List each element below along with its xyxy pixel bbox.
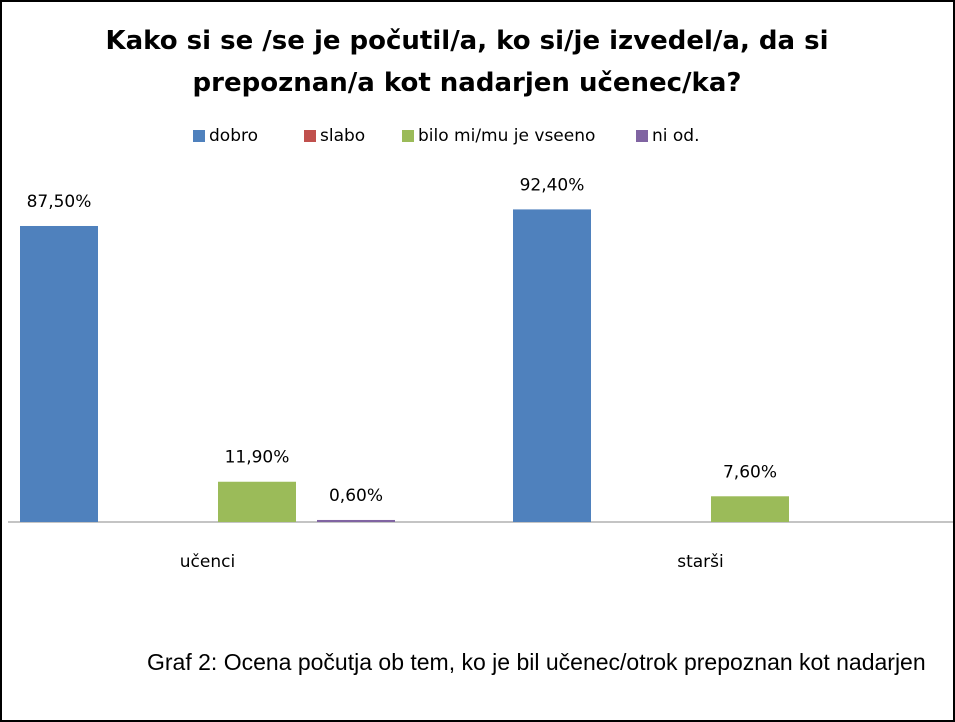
legend-label: bilo mi/mu je vseeno [418, 126, 595, 146]
data-label: 92,40% [520, 175, 585, 195]
x-tick-label: starši [677, 552, 724, 572]
legend-label: ni od. [652, 126, 700, 146]
bar [513, 209, 591, 522]
x-tick-label: učenci [180, 552, 235, 572]
data-label: 7,60% [723, 462, 777, 482]
legend-swatch [402, 130, 414, 142]
bar [711, 496, 789, 522]
chart-title: Kako si se /se je počutil/a, ko si/je iz… [105, 26, 829, 98]
data-label: 87,50% [27, 192, 92, 212]
bar [218, 481, 296, 522]
legend-swatch [193, 130, 205, 142]
caption: Graf 2: Ocena počutja ob tem, ko je bil … [147, 649, 926, 675]
data-label: 11,90% [225, 448, 290, 468]
bar [20, 225, 98, 523]
legend-swatch [636, 130, 648, 142]
legend-label: dobro [209, 126, 258, 146]
data-label: 0,60% [329, 486, 383, 506]
bar [317, 519, 395, 522]
legend-swatch [304, 130, 316, 142]
legend-label: slabo [320, 126, 365, 146]
